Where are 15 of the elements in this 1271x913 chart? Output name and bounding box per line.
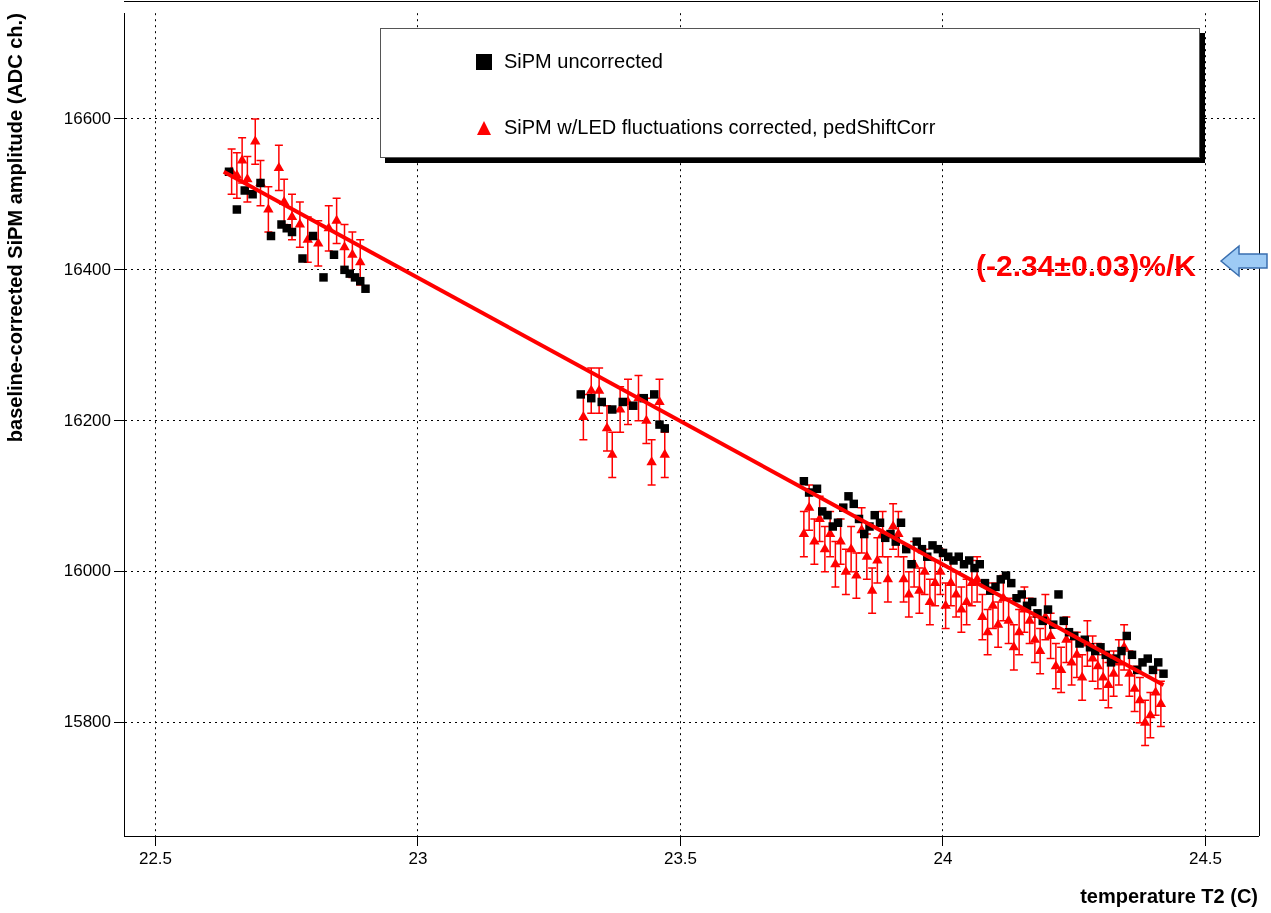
x-tick-label: 24 xyxy=(933,848,953,868)
x-tick-label: 24.5 xyxy=(1188,848,1223,868)
annotation: (-2.34±0.03)%/K xyxy=(976,249,1197,283)
legend-label: SiPM uncorrected xyxy=(504,50,663,73)
x-tick-label: 23 xyxy=(408,848,428,868)
x-tick-label: 23.5 xyxy=(663,848,698,868)
y-axis-title: baseline-corrected SiPM amplitude (ADC ch.) xyxy=(3,13,26,443)
y-tick-label: 15800 xyxy=(63,712,111,732)
y-tick-label: 16600 xyxy=(63,108,111,128)
x-tick-label: 22.5 xyxy=(138,848,173,868)
y-tick-label: 16400 xyxy=(63,259,111,279)
x-axis-title: temperature T2 (C) xyxy=(1080,884,1258,907)
y-tick-label: 16000 xyxy=(63,561,111,581)
y-tick-label: 16200 xyxy=(63,410,111,430)
legend-label: SiPM w/LED fluctuations corrected, pedShiftCorr xyxy=(504,116,936,139)
